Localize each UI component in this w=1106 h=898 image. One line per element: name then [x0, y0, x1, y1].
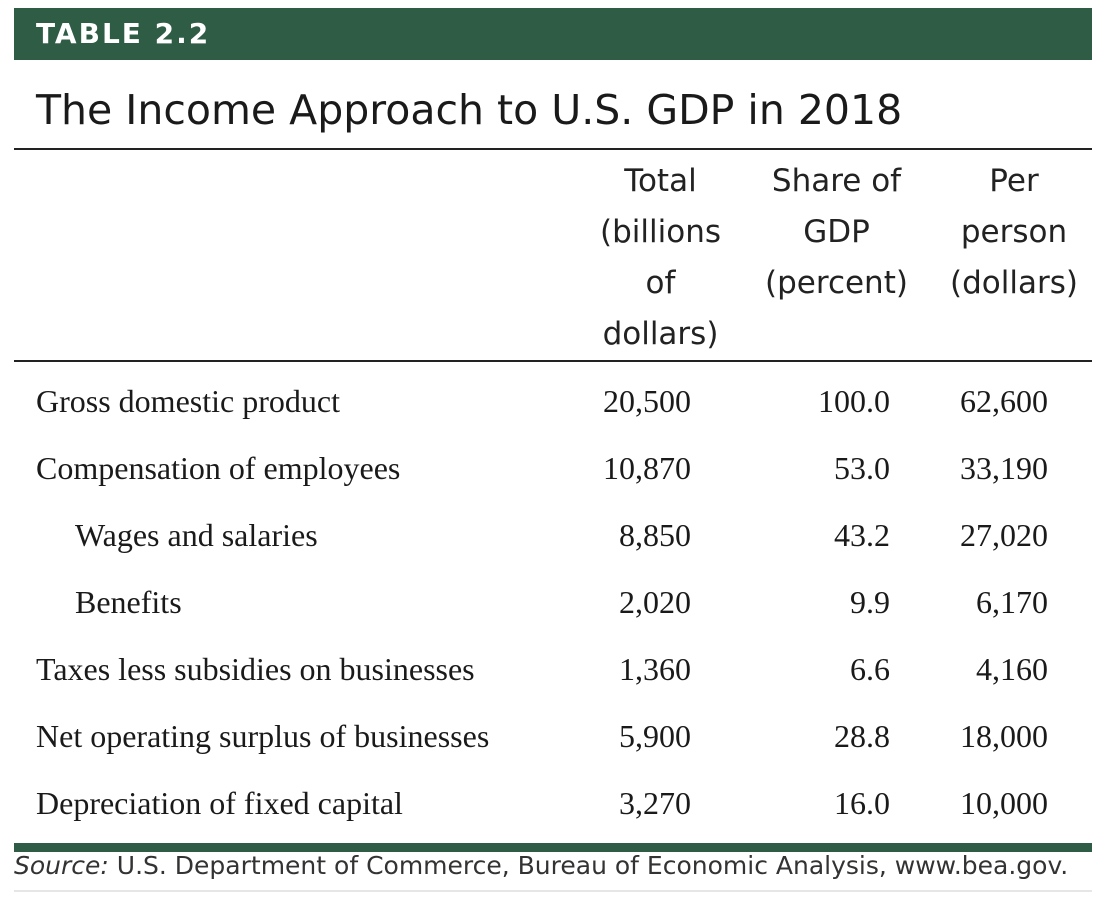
header-total-line: (billions	[600, 214, 721, 250]
cell-total: 10,870	[603, 450, 691, 486]
table-figure: TABLE 2.2 The Income Approach to U.S. GD…	[14, 8, 1092, 852]
source-note: Source: U.S. Department of Commerce, Bur…	[14, 846, 1092, 892]
row-label: Taxes less subsidies on businesses	[36, 651, 475, 687]
header-share-line: (percent)	[765, 265, 908, 301]
cell-total: 3,270	[619, 785, 691, 821]
cell-per-person: 4,160	[976, 651, 1048, 687]
table-row: Compensation of employees 10,870 53.0 33…	[14, 435, 1092, 502]
row-label: Net operating surplus of businesses	[36, 718, 490, 754]
header-total-line: of	[645, 265, 676, 301]
cell-total: 20,500	[603, 383, 691, 419]
cell-share: 53.0	[834, 450, 890, 486]
table-row: Benefits 2,020 9.9 6,170	[14, 569, 1092, 636]
header-per-person: Per person (dollars)	[936, 150, 1092, 362]
bottom-rule	[14, 843, 1092, 852]
header-per-person-line: (dollars)	[950, 265, 1078, 301]
source-lead: Source:	[14, 851, 109, 880]
header-row: Total (billions of dollars) Share of GDP…	[14, 150, 1092, 362]
table-row: Taxes less subsidies on businesses 1,360…	[14, 636, 1092, 703]
cell-total: 1,360	[619, 651, 691, 687]
cell-per-person: 27,020	[960, 517, 1048, 553]
table-row: Net operating surplus of businesses 5,90…	[14, 703, 1092, 770]
table-label: TABLE 2.2	[14, 8, 1092, 60]
cell-per-person: 18,000	[960, 718, 1048, 754]
row-label: Compensation of employees	[36, 450, 401, 486]
row-label: Benefits	[75, 584, 182, 620]
header-share-line: GDP	[803, 214, 870, 250]
header-total: Total (billions of dollars)	[584, 150, 737, 362]
row-label: Depreciation of fixed capital	[36, 785, 403, 821]
cell-total: 2,020	[619, 584, 691, 620]
cell-share: 6.6	[850, 651, 890, 687]
header-share: Share of GDP (percent)	[737, 150, 936, 362]
header-per-person-line: person	[960, 214, 1068, 250]
header-total-line: dollars)	[602, 316, 719, 352]
cell-per-person: 10,000	[960, 785, 1048, 821]
top-rule	[14, 148, 1092, 150]
cell-per-person: 33,190	[960, 450, 1048, 486]
header-total-line: Total	[624, 163, 697, 199]
header-share-line: Share of	[771, 163, 902, 199]
row-label: Gross domestic product	[36, 383, 340, 419]
cell-per-person: 6,170	[976, 584, 1048, 620]
table-title: The Income Approach to U.S. GDP in 2018	[36, 86, 903, 134]
cell-per-person: 62,600	[960, 383, 1048, 419]
source-text: U.S. Department of Commerce, Bureau of E…	[108, 851, 1069, 880]
table-row: Gross domestic product 20,500 100.0 62,6…	[14, 361, 1092, 435]
cell-total: 5,900	[619, 718, 691, 754]
cell-share: 9.9	[850, 584, 890, 620]
cell-share: 100.0	[818, 383, 890, 419]
table-row: Depreciation of fixed capital 3,270 16.0…	[14, 770, 1092, 837]
row-label: Wages and salaries	[75, 517, 318, 553]
table-row: Wages and salaries 8,850 43.2 27,020	[14, 502, 1092, 569]
cell-total: 8,850	[619, 517, 691, 553]
gdp-income-table: Total (billions of dollars) Share of GDP…	[14, 150, 1092, 837]
cell-share: 16.0	[834, 785, 890, 821]
cell-share: 28.8	[834, 718, 890, 754]
cell-share: 43.2	[834, 517, 890, 553]
header-blank	[14, 150, 584, 362]
header-per-person-line: Per	[989, 163, 1039, 199]
